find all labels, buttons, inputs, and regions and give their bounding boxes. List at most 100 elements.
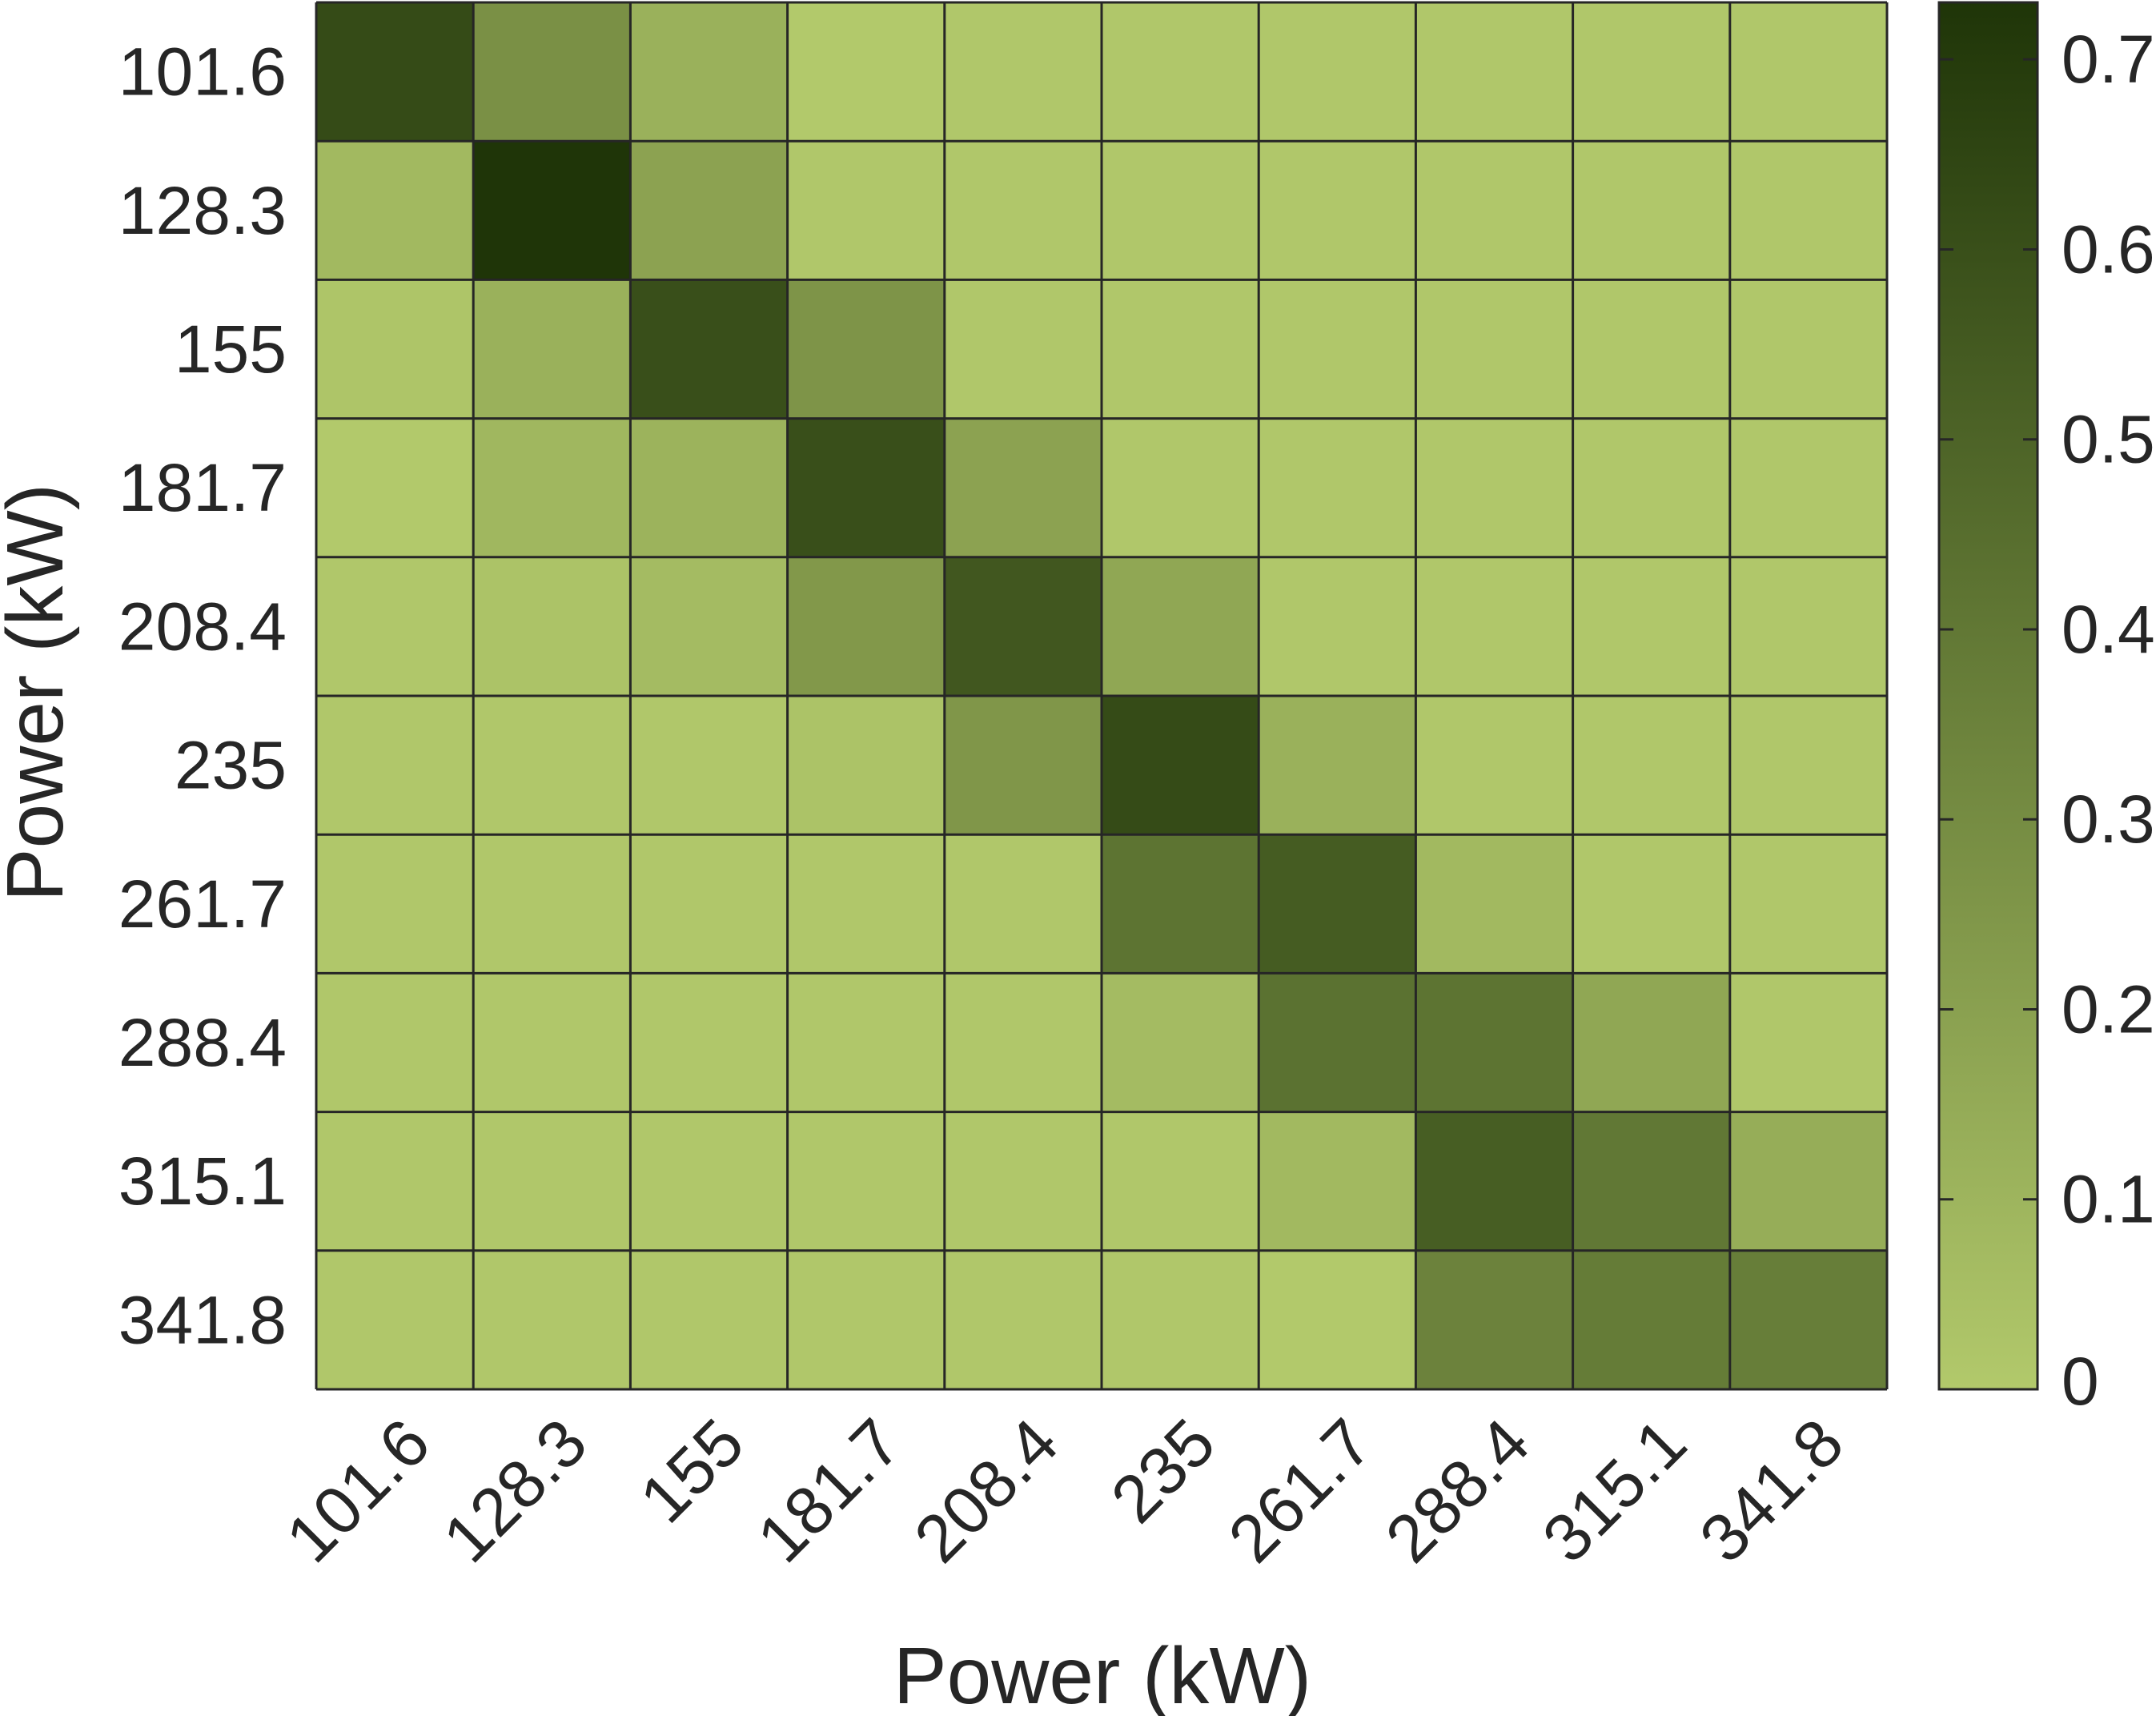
heatmap-cell [630, 834, 788, 974]
heatmap-cell [473, 279, 631, 419]
heatmap-cell [316, 1111, 474, 1251]
y-tick-label: 155 [175, 311, 287, 387]
heatmap-cell [1102, 973, 1259, 1112]
heatmap-cell [1102, 418, 1259, 557]
heatmap-cell [316, 834, 474, 974]
y-tick-label: 181.7 [118, 450, 287, 525]
heatmap-cell [1729, 696, 1887, 835]
heatmap-cell [630, 1250, 788, 1389]
heatmap-cell [787, 557, 945, 696]
heatmap-cell [1102, 1250, 1259, 1389]
heatmap-cell [316, 557, 474, 696]
heatmap-cell [1102, 557, 1259, 696]
heatmap-cell [630, 141, 788, 280]
heatmap-cell [1259, 141, 1416, 280]
heatmap-cell [630, 418, 788, 557]
heatmap-cell [1259, 834, 1416, 974]
heatmap-grid [315, 1, 1889, 1391]
heatmap-cell [473, 834, 631, 974]
colorbar-tick-label: 0.2 [2062, 971, 2155, 1047]
y-tick-label: 315.1 [118, 1143, 287, 1219]
y-tick-label: 288.4 [118, 1005, 287, 1080]
heatmap-cell [630, 973, 788, 1112]
heatmap-cell [1259, 418, 1416, 557]
heatmap-cell [787, 418, 945, 557]
colorbar-tick-label: 0.3 [2062, 782, 2155, 857]
heatmap-cell [1572, 279, 1730, 419]
heatmap-cell [1415, 418, 1573, 557]
heatmap-cell [787, 696, 945, 835]
heatmap-cell [630, 279, 788, 419]
heatmap-cell [944, 1250, 1102, 1389]
heatmap-cell [944, 141, 1102, 280]
heatmap-cell [1729, 2, 1887, 142]
colorbar-tick-label: 0.5 [2062, 402, 2155, 477]
heatmap-cell [944, 2, 1102, 142]
heatmap-cell [630, 2, 788, 142]
heatmap-cell [473, 973, 631, 1112]
colorbar-ticks: 0 0.1 0.2 0.3 0.4 0.5 0.6 0.7 [1939, 22, 2155, 1419]
heatmap-cell [1415, 2, 1573, 142]
heatmap-cell [630, 696, 788, 835]
heatmap-cell [1572, 834, 1730, 974]
heatmap-cell [1729, 973, 1887, 1112]
heatmap-cell [1415, 1111, 1573, 1251]
heatmap-cell [1729, 141, 1887, 280]
heatmap-cell [787, 2, 945, 142]
heatmap-cell [1102, 279, 1259, 419]
heatmap-cell [1572, 557, 1730, 696]
heatmap-cell [316, 1250, 474, 1389]
heatmap-cell [316, 973, 474, 1112]
heatmap-cell [473, 1250, 631, 1389]
heatmap-cell [787, 1250, 945, 1389]
y-tick-label: 261.7 [118, 866, 287, 942]
y-tick-label: 235 [175, 728, 287, 803]
heatmap-cell [1415, 279, 1573, 419]
heatmap-cell [944, 696, 1102, 835]
heatmap-cell [316, 2, 474, 142]
heatmap-cell [1259, 1250, 1416, 1389]
heatmap-cell [473, 141, 631, 280]
heatmap-cell [944, 973, 1102, 1112]
colorbar-tick-label: 0.1 [2062, 1162, 2155, 1237]
heatmap-cell [1572, 141, 1730, 280]
heatmap-cell [1572, 1250, 1730, 1389]
heatmap-cell [1415, 696, 1573, 835]
heatmap-cell [787, 279, 945, 419]
heatmap-cell [1415, 834, 1573, 974]
heatmap-cell [630, 1111, 788, 1251]
heatmap-cell [316, 696, 474, 835]
heatmap-cell [1102, 2, 1259, 142]
colorbar-tick-label: 0.4 [2062, 592, 2155, 667]
heatmap-cell [1415, 973, 1573, 1112]
heatmap-cell [316, 279, 474, 419]
heatmap-cell [1415, 557, 1573, 696]
colorbar-tick-label: 0.6 [2062, 211, 2155, 287]
heatmap-cell [316, 141, 474, 280]
heatmap-cell [1729, 834, 1887, 974]
heatmap-cell [1259, 557, 1416, 696]
heatmap-cell [944, 1111, 1102, 1251]
heatmap-cell [787, 834, 945, 974]
heatmap-cell [1259, 1111, 1416, 1251]
heatmap-cell [1572, 2, 1730, 142]
y-tick-label: 128.3 [118, 173, 287, 248]
heatmap-cell [1729, 557, 1887, 696]
heatmap-cell [630, 557, 788, 696]
heatmap-cell [1259, 2, 1416, 142]
colorbar [1937, 1, 2039, 1391]
heatmap-cell [1259, 279, 1416, 419]
heatmap-cell [1415, 1250, 1573, 1389]
heatmap-cell [1572, 1111, 1730, 1251]
heatmap-cell [787, 141, 945, 280]
heatmap-cell [1102, 834, 1259, 974]
heatmap-cell [1572, 973, 1730, 1112]
heatmap-cell [1102, 141, 1259, 280]
heatmap-cell [1729, 418, 1887, 557]
y-axis-label: Power (kW) [0, 484, 80, 902]
heatmap-cells [316, 2, 1887, 1389]
heatmap-cell [1729, 1111, 1887, 1251]
colorbar-tick-label: 0 [2062, 1344, 2099, 1419]
heatmap-cell [944, 834, 1102, 974]
y-tick-label: 341.8 [118, 1282, 287, 1357]
